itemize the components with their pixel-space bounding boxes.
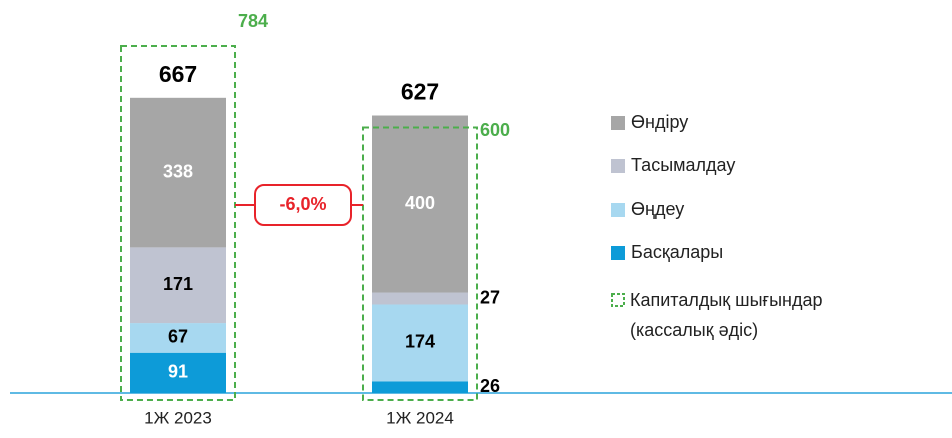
legend-label: Өндіру [631, 112, 688, 132]
bar-segment [130, 247, 226, 324]
change-box [254, 184, 352, 226]
data-label: 171 [163, 274, 193, 294]
legend-swatch [611, 203, 625, 217]
data-label: 400 [405, 193, 435, 213]
capex-label: 600 [480, 120, 510, 140]
legend-swatch [611, 116, 625, 130]
data-label: 26 [480, 376, 500, 396]
legend-label: Басқалары [631, 242, 723, 262]
data-label: 91 [168, 362, 188, 382]
total-label: 667 [159, 61, 197, 87]
legend-label: Капиталдық шығындар (кассалық әдіс) [630, 290, 823, 340]
bar-segment [372, 292, 468, 305]
capex-label: 784 [238, 11, 268, 31]
data-label: 338 [163, 161, 193, 181]
legend-swatch [611, 293, 625, 307]
legend-item: Капиталдық шығындар (кассалық әдіс) [630, 290, 823, 340]
legend-swatch [611, 246, 625, 260]
change-label: -6,0% [279, 194, 326, 214]
total-label: 627 [401, 79, 439, 105]
legend-label: Тасымалдау [631, 155, 735, 175]
data-label: 27 [480, 287, 500, 307]
legend-swatch [611, 159, 625, 173]
bar-segment [372, 115, 468, 293]
bar-segment [130, 323, 226, 353]
bar-segment [130, 352, 226, 393]
bar-segment [130, 97, 226, 248]
data-label: 67 [168, 327, 188, 347]
legend-label: Өңдеу [631, 199, 684, 219]
x-tick-label: 1Ж 2023 [144, 408, 212, 427]
bar-segment [372, 304, 468, 382]
capex-box [362, 126, 478, 401]
bar-segment [372, 381, 468, 393]
capex-box [120, 45, 236, 401]
x-tick-label: 1Ж 2024 [386, 408, 454, 427]
data-label: 174 [405, 332, 435, 352]
